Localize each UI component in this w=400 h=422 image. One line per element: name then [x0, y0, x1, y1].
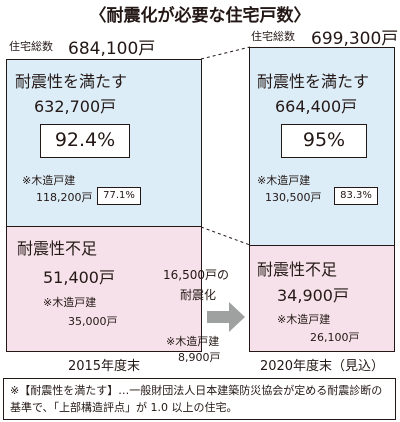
label-insufficient-2020: 耐震性不足 [257, 260, 338, 279]
label-satisfied-2020: 耐震性を満たす [257, 72, 370, 91]
connector-top-line [200, 46, 251, 60]
total-value-2020: 699,300戸 [311, 29, 399, 49]
rate-2020: 95% [281, 124, 367, 158]
label-satisfied-2015: 耐震性を満たす [15, 72, 128, 91]
wooden-label-2015: ※木造戸建 [22, 174, 76, 187]
connector-middle-line [200, 226, 251, 246]
bar-2020-insufficient [249, 245, 395, 352]
chart-title: 〈耐震化が必要な住宅戸数〉 [89, 6, 311, 26]
value-insufficient-2015: 51,400戸 [43, 268, 115, 287]
arrow-wooden-value: 8,900戸 [178, 351, 221, 364]
wooden-insufficient-label-2020: ※木造戸建 [277, 313, 331, 326]
wooden-rate-2020: 83.3% [334, 187, 378, 205]
wooden-insufficient-value-2015: 35,000戸 [68, 315, 118, 328]
footnote: ※【耐震性を満たす】…一般財団法人日本建築防災協会が定める耐震診断の基準で、「上… [3, 378, 396, 420]
category-2020: 2020年度末（見込） [259, 359, 385, 374]
arrow-shape [207, 302, 245, 332]
rate-2015: 92.4% [40, 124, 130, 158]
bar-2015-insufficient [6, 226, 202, 352]
arrow-wooden-label: ※木造戸建 [166, 335, 220, 348]
wooden-rate-2015: 77.1% [97, 187, 141, 205]
arrow-value: 16,500戸の [163, 268, 229, 282]
value-satisfied-2015: 632,700戸 [34, 97, 117, 116]
wooden-value-2015: 118,200戸 [36, 191, 93, 204]
category-2015: 2015年度末 [67, 359, 141, 374]
wooden-value-2020: 130,500戸 [265, 191, 322, 204]
total-label-2015: 住宅総数 [9, 40, 53, 53]
arrow-label: 耐震化 [180, 288, 217, 302]
value-satisfied-2020: 664,400戸 [275, 97, 358, 116]
total-label-2020: 住宅総数 [251, 30, 295, 43]
label-insufficient-2015: 耐震性不足 [17, 239, 98, 258]
value-insufficient-2020: 34,900戸 [277, 286, 349, 305]
total-value-2015: 684,100戸 [68, 39, 156, 59]
wooden-insufficient-label-2015: ※木造戸建 [43, 296, 97, 309]
wooden-insufficient-value-2020: 26,100戸 [310, 331, 360, 344]
wooden-label-2020: ※木造戸建 [257, 174, 311, 187]
